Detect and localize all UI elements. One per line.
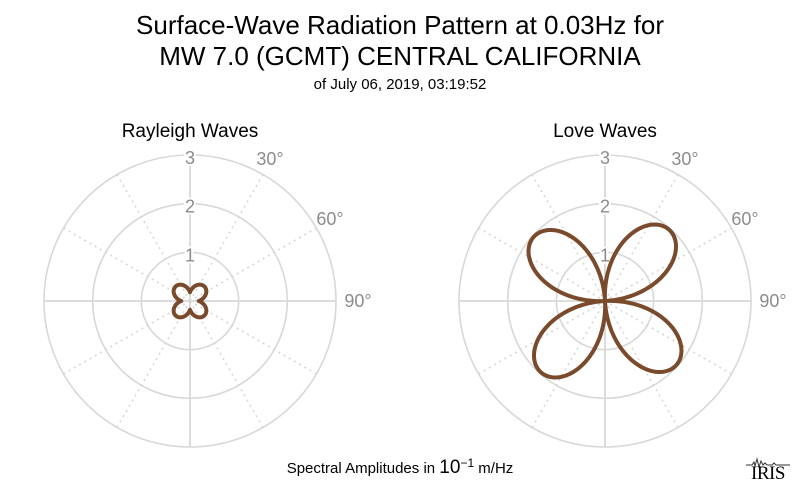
- radial-tick-label: 2: [185, 197, 195, 217]
- angular-grid-spoke: [63, 227, 191, 302]
- chart-title-line2: MW 7.0 (GCMT) CENTRAL CALIFORNIA: [159, 41, 641, 71]
- angular-grid-spoke: [116, 300, 191, 428]
- radial-tick-label: 3: [185, 148, 195, 168]
- angular-grid-spoke: [604, 300, 732, 375]
- angle-tick-label: 60°: [316, 209, 343, 229]
- seismogram-icon: [746, 457, 790, 468]
- iris-logo-text: IRIS: [751, 463, 785, 484]
- caption-prefix: Spectral Amplitudes in: [286, 460, 436, 477]
- angular-grid-spoke: [189, 300, 317, 375]
- angle-tick-label: 60°: [731, 209, 758, 229]
- angular-grid-spoke: [189, 227, 317, 302]
- angular-grid-spoke: [189, 174, 264, 302]
- angular-grid-spoke: [604, 300, 679, 428]
- angular-grid-spoke: [531, 174, 606, 302]
- radial-tick-label: 1: [600, 245, 610, 265]
- angle-tick-label: 90°: [344, 291, 371, 311]
- panel-title: Love Waves: [553, 121, 657, 142]
- radial-tick-label: 2: [600, 197, 610, 217]
- angular-grid-spoke: [189, 300, 264, 428]
- caption-unit: m/Hz: [478, 460, 514, 477]
- chart-title-line1: Surface-Wave Radiation Pattern at 0.03Hz…: [136, 10, 664, 40]
- angular-grid-spoke: [116, 174, 191, 302]
- radial-tick-label: 3: [600, 148, 610, 168]
- amplitude-units-caption: Spectral Amplitudes in 10−1 m/Hz: [0, 452, 800, 480]
- angular-grid-spoke: [63, 300, 191, 375]
- iris-logo: IRIS: [742, 456, 794, 486]
- angular-grid-spoke: [531, 300, 606, 428]
- radiation-pattern-curve: [526, 222, 684, 380]
- angle-tick-label: 30°: [671, 149, 698, 169]
- caption-exponent: −1: [460, 456, 475, 470]
- caption-base: 10: [439, 457, 461, 478]
- chart-subtitle: of July 06, 2019, 03:19:52: [313, 76, 487, 93]
- radiation-pattern-curve: [171, 282, 209, 320]
- angular-grid-spoke: [604, 227, 732, 302]
- radial-tick-label: 1: [185, 245, 195, 265]
- angular-grid-spoke: [478, 300, 606, 375]
- angular-grid-spoke: [478, 227, 606, 302]
- angular-grid-spoke: [604, 174, 679, 302]
- panel-title: Rayleigh Waves: [122, 121, 259, 142]
- angle-tick-label: 90°: [759, 291, 786, 311]
- angle-tick-label: 30°: [256, 149, 283, 169]
